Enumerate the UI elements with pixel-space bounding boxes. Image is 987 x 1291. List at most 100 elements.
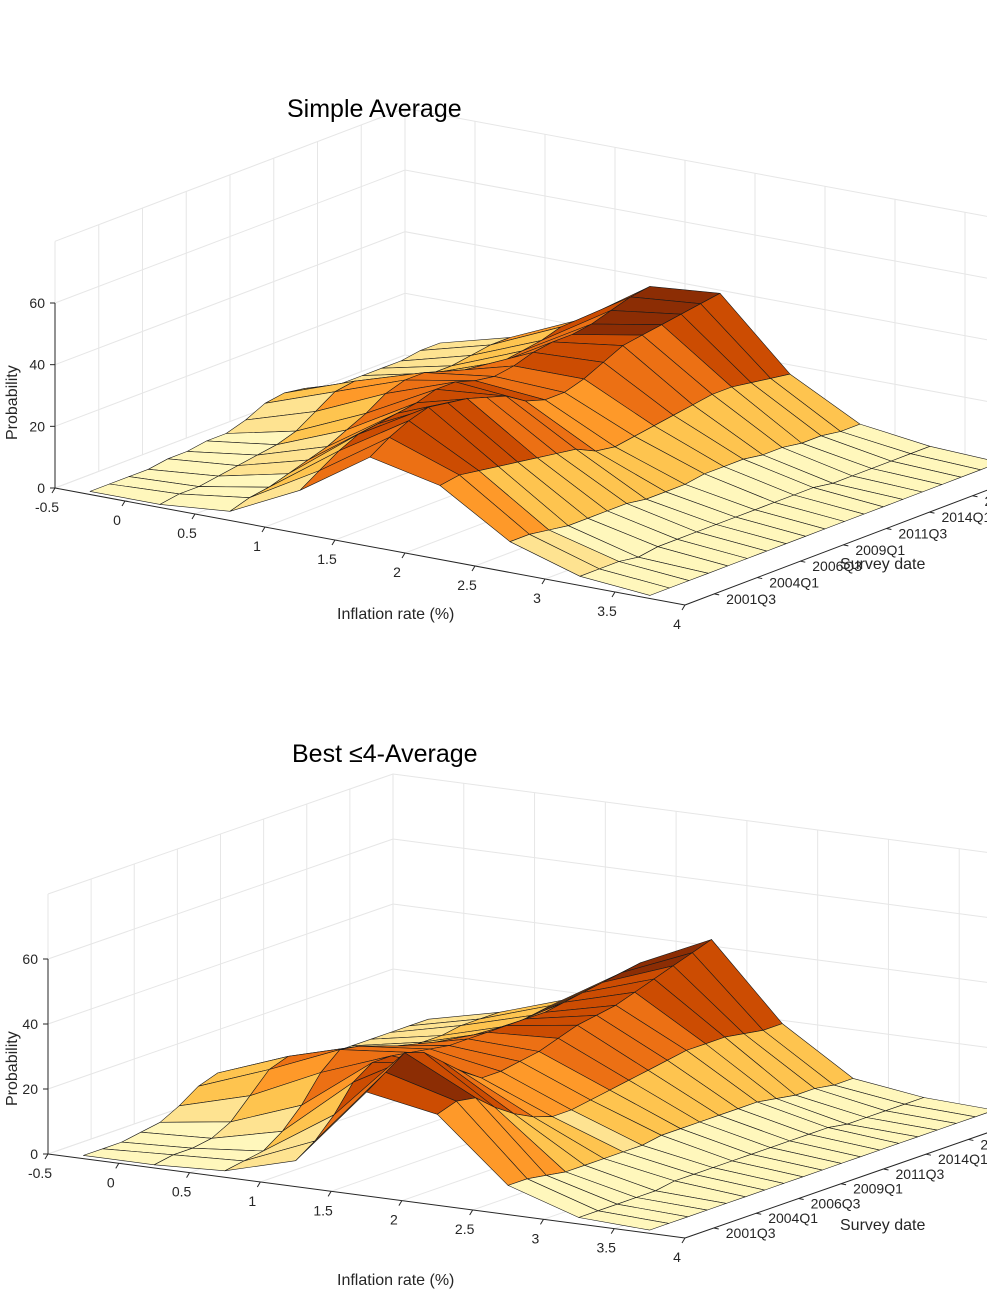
x-axis-line	[47, 1153, 686, 1239]
y-tick-mark	[843, 544, 849, 547]
z-axis-title: Probability	[4, 1031, 21, 1106]
axes-lines	[43, 958, 987, 1244]
x-tick-label: 2.5	[457, 577, 477, 593]
y-tick-mark	[713, 1227, 719, 1230]
y-tick-mark	[929, 511, 935, 514]
x-tick-label: 1.5	[313, 1202, 333, 1218]
wall-grid-line	[54, 292, 987, 427]
x-tick-mark	[540, 1219, 544, 1225]
y-tick-label: 2016Q3	[980, 1136, 987, 1152]
surface-face	[579, 568, 670, 596]
x-tick-label: 2.5	[455, 1221, 475, 1237]
y-tick-label: 2006Q3	[812, 558, 862, 574]
x-tick-mark	[610, 1228, 615, 1234]
x-tick-mark	[51, 487, 56, 494]
x-tick-mark	[44, 1153, 49, 1160]
x-tick-label: 0.5	[172, 1184, 192, 1200]
x-tick-mark	[121, 500, 126, 507]
z-tick-label: 60	[29, 295, 45, 311]
wall-grid-line	[47, 903, 987, 1025]
surface-mesh	[83, 939, 987, 1231]
y-axis-title: Survey date	[840, 556, 925, 573]
surface-mesh	[89, 286, 987, 596]
y-tick-mark	[972, 495, 978, 498]
x-tick-label: 1	[253, 538, 261, 554]
y-tick-label: 2004Q1	[769, 575, 819, 591]
y-tick-label: 2011Q3	[896, 1166, 945, 1182]
x-tick-mark	[256, 1181, 261, 1188]
x-tick-label: -0.5	[28, 1165, 52, 1181]
y-tick-label: 2001Q3	[726, 1225, 776, 1241]
z-tick-label: 20	[22, 1081, 38, 1097]
y-axis-line	[684, 489, 987, 606]
y-tick-mark	[757, 577, 763, 580]
x-tick-mark	[471, 565, 476, 572]
wall-grid-line	[47, 968, 987, 1090]
x-tick-label: 0	[107, 1174, 115, 1190]
x-tick-mark	[186, 1172, 190, 1178]
y-tick-label: 2009Q1	[855, 542, 905, 558]
x-tick-label: -0.5	[35, 499, 59, 515]
x-tick-label: 2	[390, 1212, 398, 1228]
z-tick-label: 0	[30, 1146, 38, 1162]
y-tick-mark	[798, 1197, 804, 1200]
x-tick-mark	[541, 578, 546, 585]
x-tick-mark	[261, 526, 266, 533]
y-tick-label: 2014Q1	[941, 509, 987, 525]
surface-face	[578, 1210, 670, 1231]
wall-grid-line	[54, 107, 987, 242]
wall-grid-line	[47, 838, 987, 960]
wall-grid-line	[47, 773, 987, 895]
y-tick-mark	[968, 1138, 974, 1141]
y-tick-mark	[714, 593, 720, 596]
x-axis-line	[54, 487, 686, 606]
y-tick-label: 2001Q3	[726, 591, 776, 607]
floor-grid-line	[54, 354, 406, 489]
x-tick-mark	[327, 1191, 332, 1197]
x-tick-label: 0	[113, 512, 121, 528]
y-tick-label: 2009Q1	[853, 1181, 903, 1197]
z-tick-label: 40	[22, 1016, 38, 1032]
x-tick-mark	[115, 1163, 120, 1169]
x-tick-mark	[191, 513, 196, 520]
x-tick-mark	[611, 591, 616, 598]
surface-panel-best-average: -0.500.511.522.533.5402040602001Q32004Q1…	[4, 740, 987, 1289]
x-tick-mark	[469, 1209, 474, 1216]
x-tick-label: 2	[393, 564, 401, 580]
panel-title: Best ≤4-Average	[292, 740, 478, 768]
z-tick-label: 20	[29, 418, 45, 434]
y-axis-title: Survey date	[840, 1217, 925, 1234]
surface-panel-simple-average: -0.500.511.522.533.5402040602001Q32004Q1…	[4, 95, 987, 632]
z-axis-title: Probability	[4, 365, 21, 440]
wall-grid-line	[54, 231, 987, 366]
y-tick-mark	[883, 1168, 889, 1171]
x-tick-label: 1	[248, 1193, 256, 1209]
x-tick-label: 3.5	[596, 1240, 616, 1256]
tick-labels: -0.500.511.522.533.5402040602001Q32004Q1…	[29, 295, 987, 632]
x-tick-label: 3	[532, 1230, 540, 1246]
x-tick-mark	[398, 1200, 403, 1206]
x-tick-label: 3.5	[597, 603, 617, 619]
z-tick-label: 40	[29, 357, 45, 373]
x-tick-label: 3	[533, 590, 541, 606]
panel-title: Simple Average	[287, 95, 462, 123]
y-tick-label: 2016Q3	[985, 493, 987, 509]
axes-lines	[50, 302, 987, 611]
x-tick-label: 1.5	[317, 551, 337, 567]
y-tick-mark	[840, 1183, 847, 1186]
x-tick-mark	[401, 552, 406, 559]
y-tick-mark	[756, 1212, 762, 1215]
x-axis-title: Inflation rate (%)	[337, 1272, 454, 1289]
x-tick-mark	[681, 604, 686, 611]
wall-grid-line	[54, 169, 987, 304]
z-tick-label: 0	[37, 480, 45, 496]
x-tick-label: 4	[673, 1249, 681, 1265]
tick-labels: -0.500.511.522.533.5402040602001Q32004Q1…	[22, 951, 987, 1265]
x-tick-mark	[681, 1237, 686, 1244]
y-axis-line	[684, 1132, 987, 1239]
y-tick-label: 2014Q1	[938, 1151, 987, 1167]
x-tick-label: 0.5	[177, 525, 197, 541]
y-tick-mark	[800, 560, 806, 563]
y-tick-mark	[886, 527, 892, 530]
